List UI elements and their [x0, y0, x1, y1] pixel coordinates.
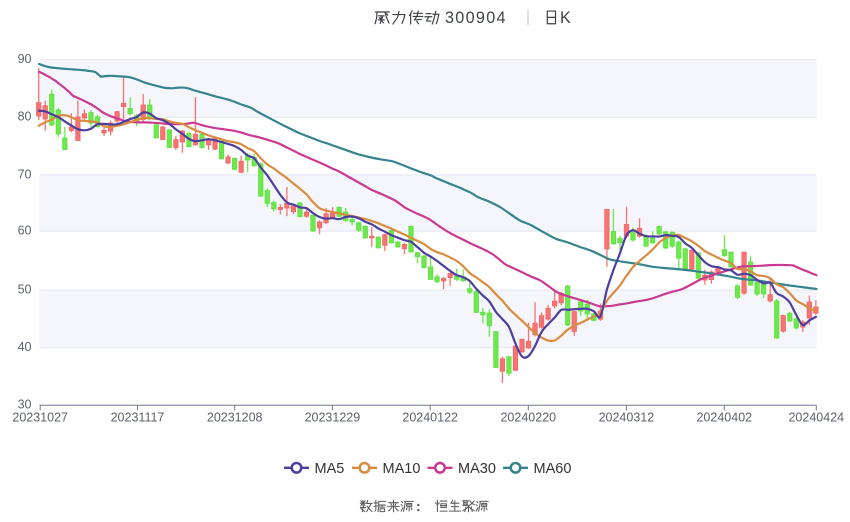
svg-text:20231027: 20231027: [12, 411, 68, 425]
svg-text:80: 80: [18, 110, 32, 124]
svg-text:K: K: [560, 9, 571, 27]
svg-text:70: 70: [18, 167, 32, 181]
svg-text:30: 30: [18, 398, 32, 412]
svg-text:20240402: 20240402: [696, 411, 752, 425]
svg-text:50: 50: [18, 283, 32, 297]
svg-text:300904: 300904: [445, 9, 507, 27]
svg-text:20240312: 20240312: [599, 411, 655, 425]
svg-text:60: 60: [18, 224, 32, 238]
svg-text:20240220: 20240220: [500, 411, 556, 425]
svg-text:20240122: 20240122: [402, 411, 458, 425]
svg-text:20231229: 20231229: [305, 411, 361, 425]
svg-text:20240424: 20240424: [788, 411, 844, 425]
svg-text:20231117: 20231117: [111, 411, 165, 425]
svg-text:MA10: MA10: [383, 461, 421, 477]
svg-text:MA5: MA5: [315, 461, 345, 477]
svg-text:MA60: MA60: [534, 461, 572, 477]
svg-text:90: 90: [18, 52, 32, 66]
svg-text:40: 40: [18, 340, 32, 354]
svg-text:20231208: 20231208: [207, 411, 263, 425]
svg-text:MA30: MA30: [458, 461, 496, 477]
